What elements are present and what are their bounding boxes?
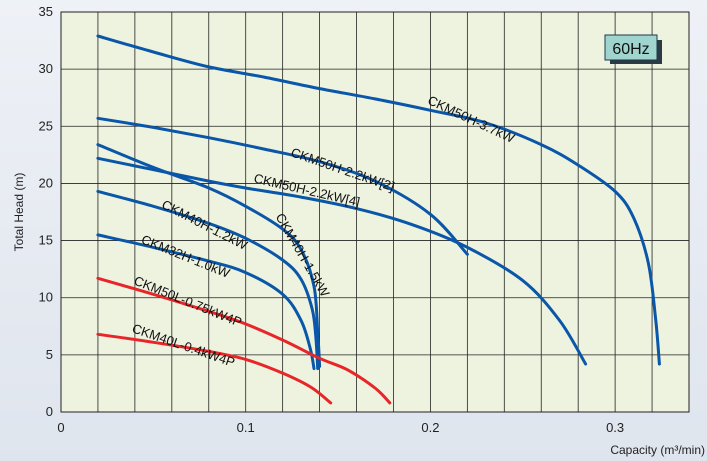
badge-label: 60Hz (612, 41, 649, 58)
tick-labels: 0 0.1 0.2 0.3 0 5 10 15 20 25 30 35 (39, 4, 625, 435)
y-tick-label: 5 (46, 347, 53, 362)
y-axis-label: Total Head (m) (12, 173, 26, 252)
x-tick-label: 0.1 (237, 420, 255, 435)
x-tick-label: 0 (57, 420, 64, 435)
y-tick-label: 25 (39, 118, 53, 133)
curve-ckm50h-3-7kw (96, 34, 661, 366)
curve-ckm32h-1-0kw (96, 233, 316, 371)
y-tick-label: 35 (39, 4, 53, 19)
curves (96, 34, 661, 405)
x-tick-label: 0.3 (606, 420, 624, 435)
curve-ckm50l-0-75kw4p (96, 276, 392, 405)
curve-ckm40h-1-2kw (96, 189, 320, 371)
y-tick-label: 15 (39, 233, 53, 248)
x-tick-label: 0.2 (421, 420, 439, 435)
y-tick-label: 0 (46, 404, 53, 419)
curve-ckm40l-0-4kw4p (96, 332, 333, 405)
y-tick-label: 30 (39, 61, 53, 76)
curve-ckm50h-2-2kw-4 (96, 156, 588, 366)
curve-ckm50h-2-2kw-2 (96, 116, 469, 256)
y-tick-label: 20 (39, 175, 53, 190)
x-axis-label: Capacity (m³/min) (610, 443, 705, 457)
y-tick-label: 10 (39, 290, 53, 305)
curve-ckm40h-1-5kw (96, 143, 322, 368)
frequency-badge: 60Hz (604, 34, 662, 64)
